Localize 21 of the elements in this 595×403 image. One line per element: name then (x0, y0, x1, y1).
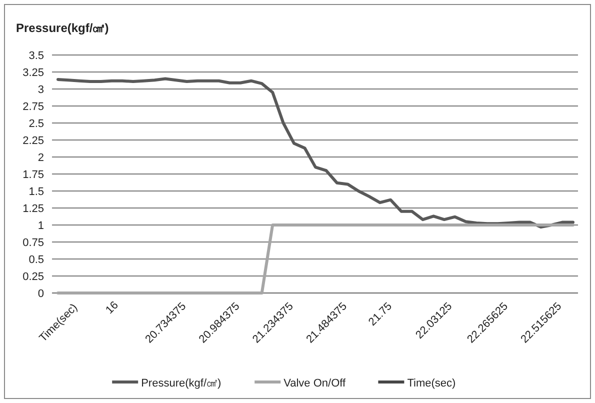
y-tick-label: 2.75 (22, 100, 44, 113)
y-tick-label: 0.75 (22, 236, 44, 249)
y-tick-label: 0 (38, 288, 44, 300)
legend-label: Pressure(kgf/㎠) (141, 377, 222, 390)
y-tick-label: 2.25 (22, 134, 44, 147)
y-tick-label: 1.25 (22, 202, 44, 215)
legend-label: Time(sec) (407, 377, 456, 390)
y-tick-label: 0.5 (28, 254, 44, 266)
y-tick-label: 3.5 (28, 50, 44, 62)
legend-label: Valve On/Off (284, 377, 346, 390)
x-tick-label: 16 (104, 299, 121, 316)
y-axis-title: Pressure(kgf/㎠) (16, 21, 109, 35)
y-tick-label: 1.5 (28, 186, 44, 198)
y-tick-label: 1.75 (22, 168, 44, 181)
y-tick-label: 3.25 (22, 66, 44, 79)
y-tick-label: 1 (38, 220, 44, 232)
y-tick-label: 2.5 (28, 118, 44, 130)
y-tick-label: 2 (38, 152, 44, 164)
y-tick-label: 0.25 (22, 270, 44, 283)
y-tick-label: 3 (38, 84, 44, 96)
line-series (56, 77, 574, 229)
